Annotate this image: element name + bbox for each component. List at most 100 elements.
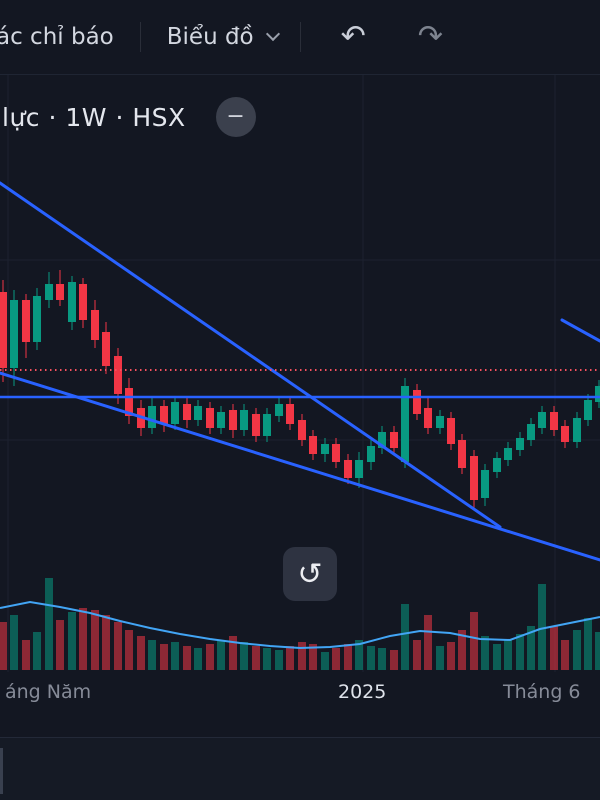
- volume-bar: [367, 646, 375, 670]
- volume-bar: [275, 650, 283, 670]
- volume-bar: [298, 642, 306, 670]
- volume-bar: [550, 626, 558, 670]
- time-axis-label-june: Tháng 6: [503, 681, 581, 703]
- candle: [91, 310, 99, 340]
- volume-ma-line: [0, 600, 600, 650]
- candle: [595, 386, 600, 402]
- candle: [458, 440, 466, 468]
- candle: [240, 410, 248, 430]
- candle: [22, 300, 30, 342]
- volume-bar: [229, 636, 237, 670]
- candle: [321, 444, 329, 454]
- time-axis[interactable]: áng Năm 2025 Tháng 6: [0, 672, 600, 737]
- volume-bar: [240, 642, 248, 670]
- volume-bar: [263, 648, 271, 670]
- symbol-legend: lực · 1W · HSX −: [2, 97, 256, 137]
- time-axis-label-2025: 2025: [338, 681, 387, 703]
- candle: [286, 404, 294, 424]
- volume-bar: [102, 615, 110, 670]
- candle: [45, 284, 53, 300]
- candle: [481, 470, 489, 498]
- volume-bar: [436, 646, 444, 670]
- candle: [33, 296, 41, 342]
- candle: [447, 418, 455, 444]
- candle: [206, 408, 214, 428]
- reload-button[interactable]: ↺: [283, 547, 337, 601]
- gridlines: [0, 75, 600, 672]
- volume-bar: [148, 640, 156, 670]
- candle: [584, 400, 592, 420]
- volume-bar: [493, 644, 501, 670]
- volume-bar: [527, 626, 535, 670]
- candle: [194, 406, 202, 420]
- candle: [125, 388, 133, 416]
- trendline[interactable]: [0, 181, 502, 529]
- candle: [332, 444, 340, 462]
- candles-layer: [0, 270, 600, 510]
- candle: [309, 436, 317, 454]
- candle: [378, 432, 386, 448]
- candle: [298, 420, 306, 440]
- candle: [401, 386, 409, 462]
- candle: [516, 438, 524, 450]
- candle: [470, 456, 478, 500]
- candle: [102, 332, 110, 366]
- candle: [68, 282, 76, 322]
- volume-bar: [22, 640, 30, 670]
- trendline[interactable]: [0, 371, 600, 562]
- volume-bar: [378, 648, 386, 670]
- candle: [275, 404, 283, 416]
- chart-menu-label: Biểu đồ: [166, 24, 254, 50]
- volume-bar: [68, 612, 76, 670]
- volume-bar: [91, 610, 99, 670]
- volume-bar: [286, 646, 294, 670]
- candle: [10, 300, 18, 368]
- candle: [424, 408, 432, 428]
- volume-bar: [309, 644, 317, 670]
- chart-canvas[interactable]: [0, 75, 600, 672]
- indicators-button[interactable]: ác chỉ báo: [0, 24, 140, 50]
- candle: [527, 424, 535, 440]
- volume-bar: [56, 620, 64, 670]
- volume-bar: [584, 618, 592, 670]
- volume-bar: [10, 615, 18, 670]
- candle: [217, 412, 225, 428]
- volume-layer: [0, 578, 600, 670]
- redo-button[interactable]: ↷: [417, 19, 443, 54]
- volume-bar: [516, 634, 524, 670]
- volume-bar: [561, 640, 569, 670]
- candle: [114, 356, 122, 394]
- volume-bar: [171, 642, 179, 670]
- toolbar-divider: [299, 22, 301, 52]
- volume-bar: [481, 636, 489, 670]
- top-toolbar: ác chỉ báo Biểu đồ ↶ ↷: [0, 0, 600, 75]
- undo-button[interactable]: ↶: [340, 19, 366, 54]
- symbol-legend-text: lực · 1W · HSX: [2, 102, 186, 132]
- volume-bar: [401, 604, 409, 670]
- candle: [160, 406, 168, 424]
- candle: [344, 460, 352, 478]
- legend-collapse-button[interactable]: −: [215, 97, 256, 137]
- volume-bar: [183, 646, 191, 670]
- volume-bar: [332, 648, 340, 670]
- volume-bar: [424, 615, 432, 670]
- volume-bar: [137, 636, 145, 670]
- volume-bar: [33, 632, 41, 670]
- candle: [573, 418, 581, 442]
- volume-bar: [595, 632, 600, 670]
- volume-bar: [79, 608, 87, 670]
- chevron-down-icon: [265, 26, 280, 42]
- trendline[interactable]: [560, 318, 600, 343]
- chart-type-menu-button[interactable]: Biểu đồ: [141, 24, 300, 50]
- candle: [436, 416, 444, 428]
- volume-bar: [458, 630, 466, 670]
- candle: [263, 414, 271, 436]
- volume-bar: [0, 622, 7, 670]
- volume-bar: [125, 630, 133, 670]
- candle: [493, 458, 501, 472]
- volume-bar: [114, 622, 122, 670]
- candle: [538, 412, 546, 428]
- candle: [183, 404, 191, 420]
- volume-bar: [160, 644, 168, 670]
